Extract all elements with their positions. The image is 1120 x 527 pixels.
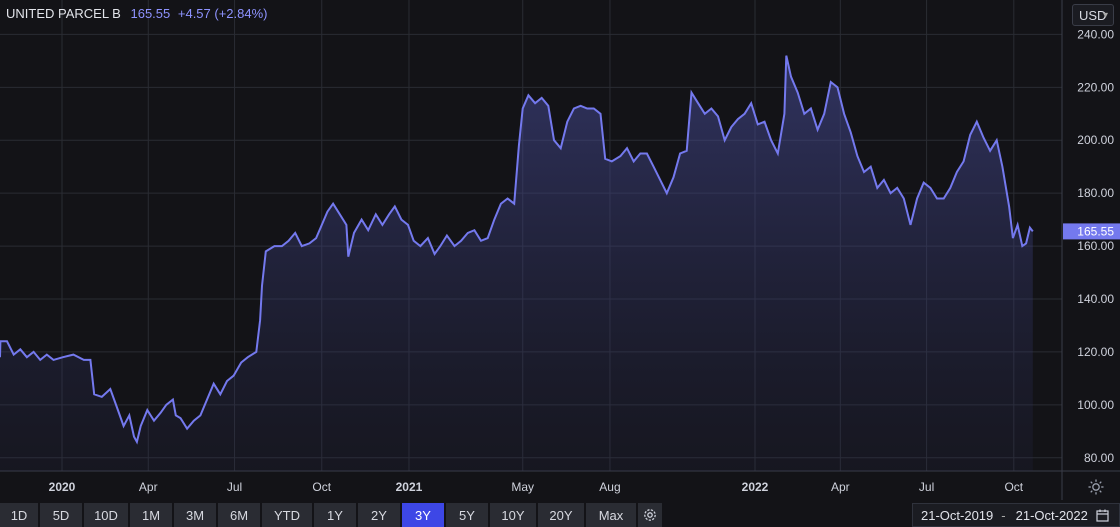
y-tick-label: 200.00	[1077, 133, 1114, 147]
x-tick-label: Aug	[599, 480, 620, 494]
range-button-1y[interactable]: 1Y	[314, 503, 356, 527]
x-tick-label: 2022	[742, 480, 769, 494]
range-button-5d[interactable]: 5D	[40, 503, 82, 527]
last-price-badge-text: 165.55	[1077, 224, 1114, 238]
y-tick-label: 140.00	[1077, 292, 1114, 306]
x-axis: 2020 Apr Jul Oct 2021 May Aug 2022 Apr Jul Oct	[49, 480, 1024, 494]
date-range-picker[interactable]: 21-Oct-2019 - 21-Oct-2022	[912, 503, 1120, 527]
calendar-icon[interactable]	[1096, 509, 1109, 522]
range-button-max[interactable]: Max	[586, 503, 636, 527]
price-chart[interactable]: 80.00 100.00 120.00 140.00 160.00 180.00 200.0…	[0, 0, 1120, 500]
range-button-20y[interactable]: 20Y	[538, 503, 584, 527]
range-button-5y[interactable]: 5Y	[446, 503, 488, 527]
y-tick-label: 80.00	[1084, 451, 1114, 465]
y-tick-label: 120.00	[1077, 345, 1114, 359]
x-tick-label: 2021	[396, 480, 423, 494]
range-button-10y[interactable]: 10Y	[490, 503, 536, 527]
x-tick-label: Apr	[831, 480, 850, 494]
price-line	[0, 55, 1034, 445]
sun-icon[interactable]	[1086, 478, 1106, 496]
range-button-ytd[interactable]: YTD	[262, 503, 312, 527]
x-tick-label: Jul	[227, 480, 242, 494]
range-button-10d[interactable]: 10D	[84, 503, 128, 527]
y-tick-label: 180.00	[1077, 186, 1114, 200]
currency-label: USD	[1079, 8, 1107, 23]
price-change: +4.57 (+2.84%)	[177, 6, 268, 21]
range-button-3m[interactable]: 3M	[174, 503, 216, 527]
last-price-marker: 165.55	[1063, 223, 1120, 240]
last-price: 165.55	[130, 6, 171, 21]
gear-icon[interactable]	[638, 503, 662, 527]
range-button-3y[interactable]: 3Y	[402, 503, 444, 527]
y-axis: 80.00 100.00 120.00 140.00 160.00 180.00 200.0…	[1077, 27, 1114, 464]
price-area	[0, 55, 1033, 471]
x-tick-label: Oct	[1004, 480, 1023, 494]
x-tick-label: Oct	[312, 480, 331, 494]
range-button-6m[interactable]: 6M	[218, 503, 260, 527]
y-tick-label: 160.00	[1077, 239, 1114, 253]
y-tick-label: 240.00	[1077, 27, 1114, 41]
x-tick-label: May	[511, 480, 534, 494]
range-button-1d[interactable]: 1D	[0, 503, 38, 527]
y-tick-label: 220.00	[1077, 80, 1114, 94]
chart-header: UNITED PARCEL B 165.55 +4.57 (+2.84%)	[6, 6, 272, 21]
date-to[interactable]: 21-Oct-2022	[1015, 507, 1088, 523]
range-button-1m[interactable]: 1M	[130, 503, 172, 527]
x-tick-label: Jul	[919, 480, 934, 494]
x-tick-label: 2020	[49, 480, 76, 494]
date-separator: -	[1001, 507, 1006, 523]
range-button-2y[interactable]: 2Y	[358, 503, 400, 527]
range-toolbar: 1D 5D 10D 1M 3M 6M YTD 1Y 2Y 3Y 5Y 10Y 20Y Max	[0, 503, 662, 527]
chevron-down-icon: ▾	[1102, 10, 1108, 21]
last-price-badge	[1063, 223, 1120, 240]
y-tick-label: 100.00	[1077, 398, 1114, 412]
date-from[interactable]: 21-Oct-2019	[921, 507, 994, 523]
security-name: UNITED PARCEL B	[6, 6, 121, 21]
x-tick-label: Apr	[139, 480, 158, 494]
currency-select[interactable]: USD ▾	[1072, 4, 1114, 26]
